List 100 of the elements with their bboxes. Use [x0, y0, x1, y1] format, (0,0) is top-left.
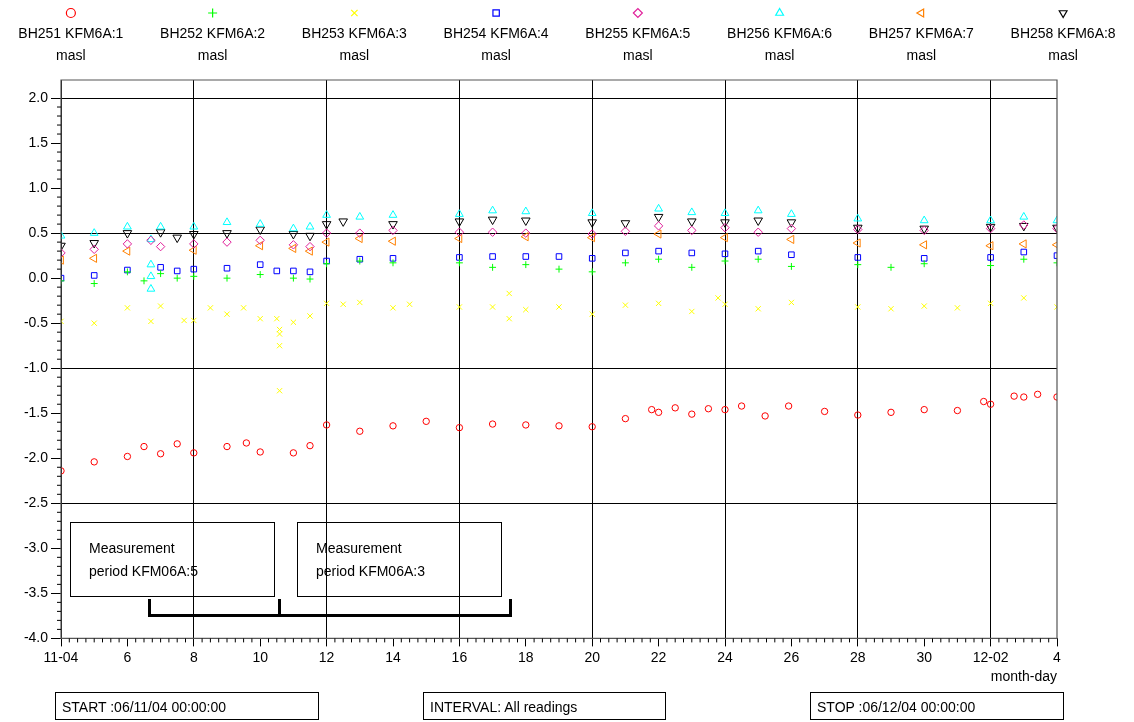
point [389, 258, 397, 267]
y-tick-label: 0.5 [28, 223, 49, 240]
point [588, 267, 597, 276]
point [255, 219, 265, 227]
point [456, 254, 463, 261]
point [222, 230, 232, 239]
point [189, 239, 199, 249]
point [488, 263, 497, 272]
point [456, 303, 463, 311]
point [654, 408, 663, 417]
point [91, 320, 98, 327]
point [589, 311, 596, 318]
point [921, 302, 928, 310]
point [887, 263, 895, 272]
point [622, 249, 629, 257]
y-tick-label: -1.0 [23, 359, 49, 376]
legend-label: BH257 KFM6A:7 masl [868, 25, 974, 63]
point [155, 229, 166, 238]
legend-label: BH258 KFM6A:8 masl [1010, 25, 1116, 63]
point [156, 269, 165, 278]
x-tick-label: 12-02 [972, 648, 1009, 665]
point [788, 251, 795, 259]
point [1018, 239, 1027, 249]
point [122, 239, 133, 249]
point [687, 225, 697, 236]
point [721, 257, 729, 265]
point [1019, 211, 1029, 220]
point [622, 302, 629, 309]
point [587, 219, 597, 228]
point [755, 305, 762, 312]
x-tick-label: 8 [189, 648, 198, 665]
x-tick-label: 4 [1053, 648, 1062, 665]
point [521, 217, 531, 226]
point [156, 221, 165, 230]
point [587, 229, 597, 239]
x-tick-label: 6 [123, 648, 132, 665]
point [323, 300, 330, 307]
point [621, 414, 630, 423]
y-tick-label: -1.5 [23, 404, 49, 421]
x-tick-label: 10 [252, 648, 269, 665]
point [655, 300, 662, 307]
point [356, 427, 364, 435]
point [953, 406, 962, 415]
point [90, 279, 99, 288]
point [920, 259, 929, 268]
point [720, 223, 730, 233]
point [289, 223, 298, 232]
point [555, 253, 563, 260]
point [256, 448, 264, 456]
point [389, 304, 397, 311]
point [786, 219, 797, 228]
point [89, 253, 98, 263]
point [322, 421, 331, 429]
point [852, 238, 861, 248]
point [720, 208, 730, 217]
point [587, 233, 596, 243]
point [787, 262, 796, 271]
y-tick-label: -2.0 [23, 449, 49, 466]
x-tick-label: 12 [318, 648, 335, 665]
point [753, 217, 763, 226]
point [255, 235, 265, 246]
x-tick-label: 26 [783, 648, 800, 665]
point [854, 303, 861, 311]
point [887, 408, 895, 417]
point [155, 241, 166, 252]
y-tick-label: 1.0 [28, 178, 49, 195]
point [754, 255, 763, 264]
point [986, 215, 995, 224]
y-tick-label: -3.0 [23, 539, 49, 556]
point [620, 226, 631, 237]
point [189, 231, 199, 240]
point [521, 228, 531, 238]
y-tick-label: 0.0 [28, 269, 49, 285]
point [189, 221, 199, 230]
point [322, 210, 331, 218]
point [487, 227, 498, 237]
point [289, 449, 298, 457]
point [188, 245, 197, 255]
y-tick-label: 2.0 [28, 88, 49, 105]
point [919, 215, 929, 224]
point [522, 253, 530, 260]
point [89, 244, 99, 255]
point [688, 249, 696, 257]
point [985, 241, 994, 251]
point [157, 302, 164, 310]
point [786, 223, 797, 234]
x-axis-title: month-day [990, 668, 1057, 685]
point [1020, 393, 1028, 401]
point [753, 205, 763, 214]
point [355, 228, 365, 238]
point [721, 301, 729, 308]
point [321, 221, 332, 230]
point [122, 246, 131, 256]
y-tick-label: -3.5 [23, 584, 49, 601]
point [288, 231, 299, 240]
point [954, 304, 961, 311]
point [588, 255, 596, 262]
point [587, 208, 597, 217]
point [555, 422, 563, 430]
point [653, 221, 664, 231]
